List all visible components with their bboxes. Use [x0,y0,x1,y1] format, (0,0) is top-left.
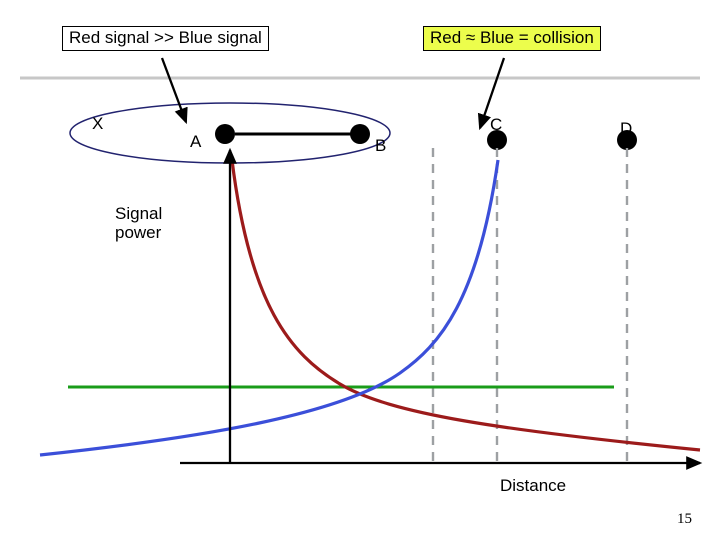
right-caption-box: Red ≈ Blue = collision [423,26,601,51]
label-distance: Distance [500,477,566,496]
callout-arrow-left [162,58,186,122]
right-caption-text: Red ≈ Blue = collision [430,28,594,47]
page-number: 15 [677,511,692,528]
label-c: C [490,116,502,135]
node-b [350,124,370,144]
label-signal-power: Signal power [115,205,162,242]
diagram-svg [0,0,720,540]
left-caption-text: Red signal >> Blue signal [69,28,262,47]
left-caption-box: Red signal >> Blue signal [62,26,269,51]
node-a [215,124,235,144]
label-d: D [620,120,632,139]
red-curve [232,160,700,450]
label-b: B [375,137,386,156]
label-x: X [92,115,103,134]
label-a: A [190,133,201,152]
